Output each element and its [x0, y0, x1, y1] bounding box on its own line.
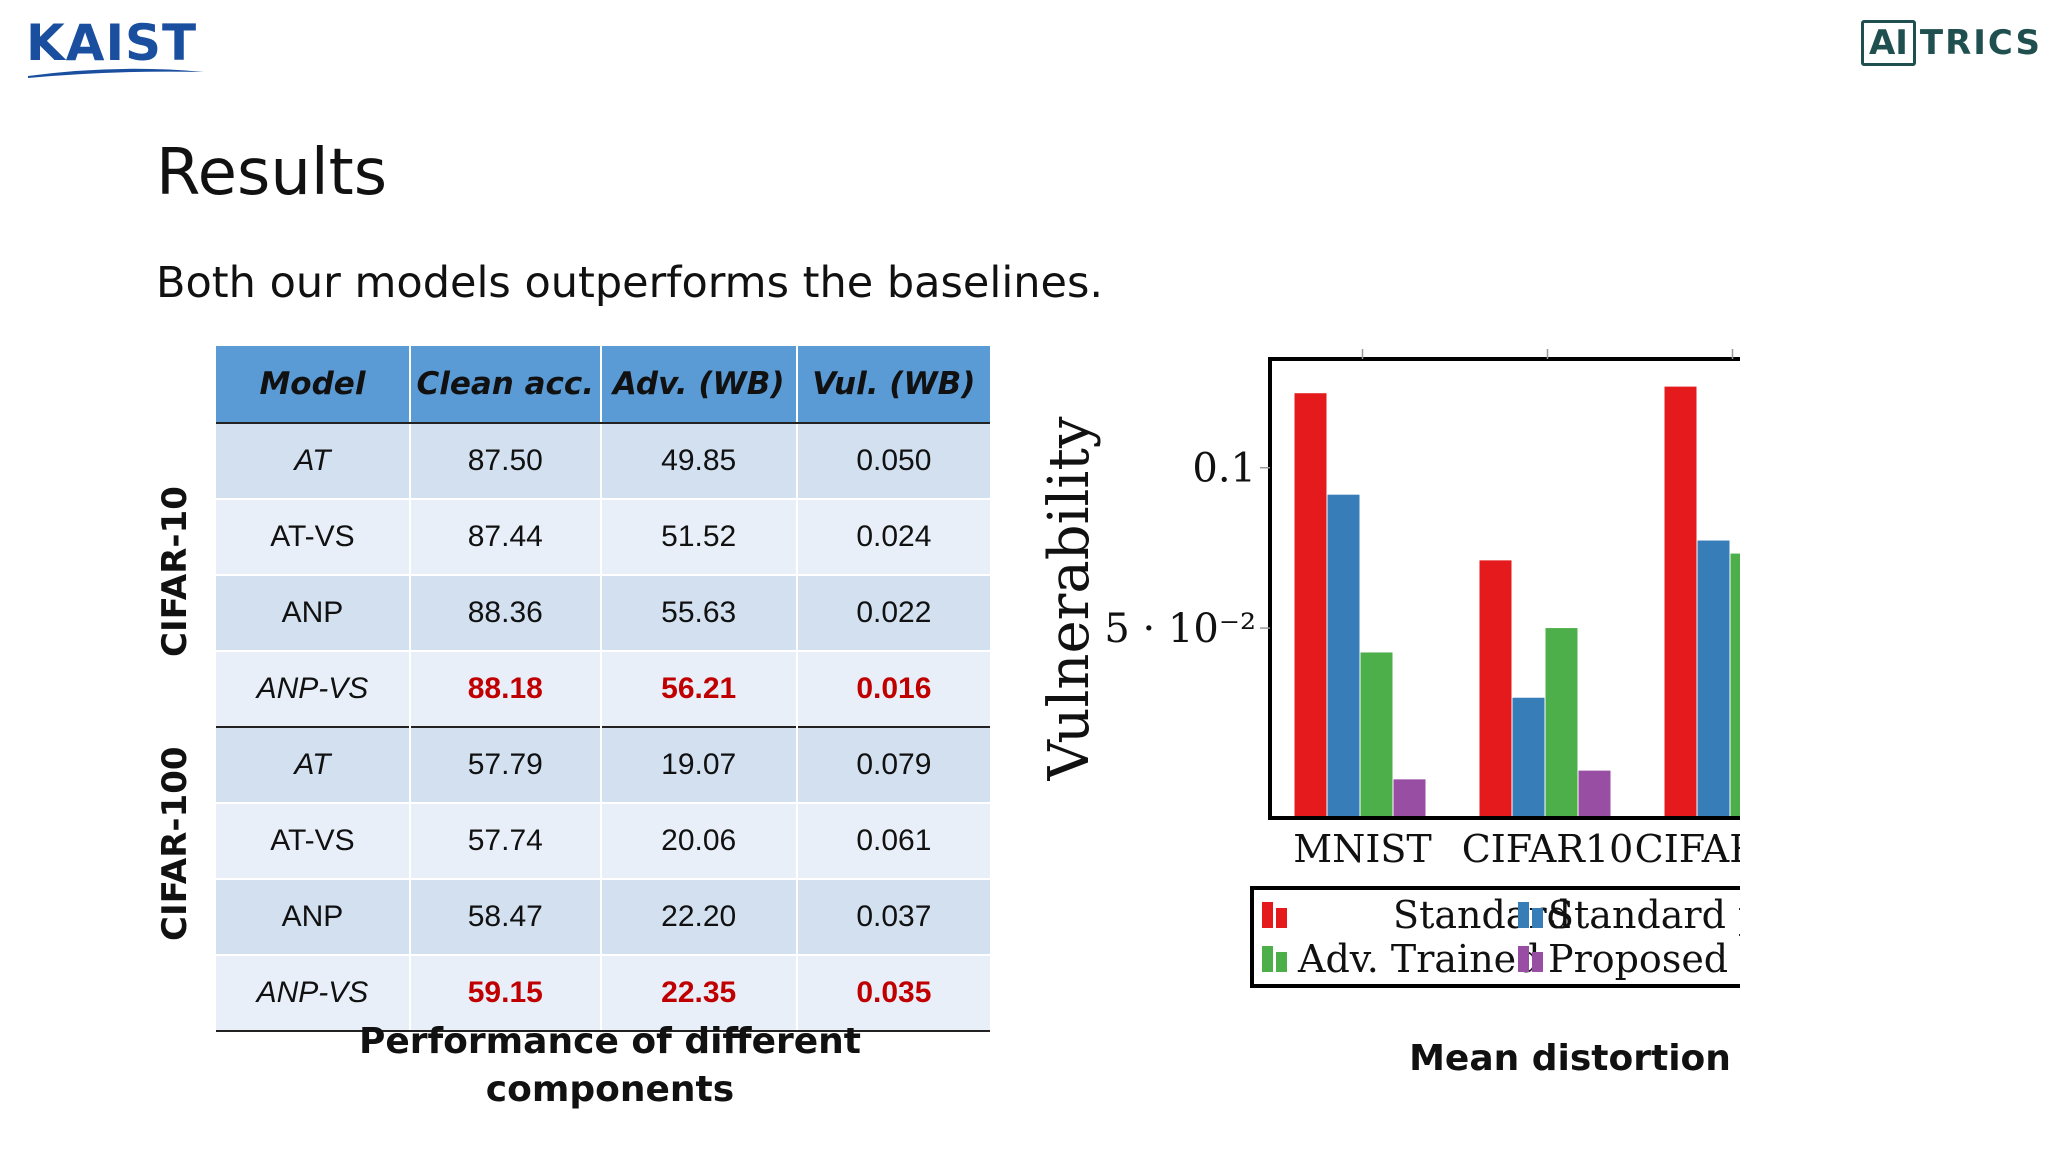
legend-box	[1250, 886, 1740, 988]
x-tick-label-cifar100: CIFAR100	[1635, 827, 1740, 871]
table-row: AT 57.79 19.07 0.079	[216, 726, 990, 803]
legend-swatch-adv-trained	[1276, 952, 1287, 972]
table-row: ANP 88.36 55.63 0.022	[216, 574, 990, 651]
cell-model: ANP	[216, 574, 411, 651]
legend-swatch-standard-pruning	[1532, 908, 1543, 928]
cell-clean: 88.18	[409, 650, 602, 727]
kaist-logo: KAIST	[26, 14, 206, 80]
bar-adv-trained-cifar10	[1545, 628, 1578, 818]
cell-model: AT-VS	[216, 498, 411, 575]
group-label-cifar100: CIFAR-100	[155, 746, 195, 941]
legend-label-standard: Standard	[1393, 893, 1571, 937]
cell-vul: 0.016	[796, 650, 990, 727]
cell-vul: 0.037	[796, 878, 990, 955]
vulnerability-bar-chart: MNIST CIFAR10CIFAR100 5 · 10⁻² 0.1 Vulnerabi…	[1037, 349, 1740, 988]
table-caption: Performance of different components	[300, 1018, 920, 1114]
cell-vul: 0.050	[796, 422, 990, 499]
legend-swatch-standard	[1262, 902, 1273, 928]
cell-model: ANP-VS	[216, 954, 411, 1032]
cell-adv: 22.20	[600, 878, 798, 955]
header-vul-wb: Vul. (WB)	[796, 346, 990, 424]
cell-clean: 87.50	[409, 422, 602, 499]
header-clean-acc: Clean acc.	[409, 346, 602, 424]
legend-label-standard-pruning: Standard pruning	[1548, 893, 1740, 937]
kaist-logo-text: KAIST	[26, 14, 198, 72]
cell-model: ANP	[216, 878, 411, 955]
cell-clean: 58.47	[409, 878, 602, 955]
cell-adv: 22.35	[600, 954, 798, 1032]
cell-adv: 20.06	[600, 802, 798, 879]
cell-model: AT	[216, 422, 411, 499]
results-table: Model Clean acc. Adv. (WB) Vul. (WB) AT …	[216, 346, 990, 1032]
table-row: ANP-VS 59.15 22.35 0.035	[216, 954, 990, 1032]
bar-proposed-method-mnist	[1393, 779, 1426, 818]
cell-vul: 0.079	[796, 726, 990, 803]
cell-model: ANP-VS	[216, 650, 411, 727]
y-tick-label: 5 · 10⁻²	[1104, 606, 1256, 652]
cell-adv: 55.63	[600, 574, 798, 651]
legend-swatch-standard-pruning	[1518, 902, 1529, 928]
bar-adv-trained-mnist	[1360, 652, 1393, 818]
table-caption-line2: components	[485, 1069, 735, 1110]
legend-label-proposed-method: Proposed method	[1548, 937, 1740, 981]
y-axis-label: Vulnerability	[1037, 416, 1102, 781]
bar-standard-mnist	[1294, 393, 1327, 818]
bar-standard-cifar100	[1664, 386, 1697, 818]
legend-swatch-standard	[1276, 908, 1287, 928]
cell-model: AT	[216, 726, 411, 803]
table-row: AT-VS 57.74 20.06 0.061	[216, 802, 990, 879]
x-tick-label-mnist: MNIST	[1293, 827, 1432, 871]
group-label-cifar10: CIFAR-10	[155, 486, 195, 657]
chart-caption: Mean distortion	[1409, 1038, 1731, 1079]
slide-title: Results	[156, 136, 388, 210]
kaist-swoosh-icon	[28, 68, 204, 78]
legend-label-adv-trained: Adv. Trained	[1297, 937, 1541, 981]
table-row: ANP 58.47 22.20 0.037	[216, 878, 990, 955]
cell-adv: 56.21	[600, 650, 798, 727]
cell-vul: 0.035	[796, 954, 990, 1032]
aitrics-logo-box: AI	[1860, 20, 1916, 66]
cell-model: AT-VS	[216, 802, 411, 879]
legend-swatch-proposed-method	[1532, 952, 1543, 972]
table-header-row: Model Clean acc. Adv. (WB) Vul. (WB)	[216, 346, 990, 424]
bar-standard-pruning-mnist	[1327, 494, 1360, 818]
aitrics-logo: AI TRICS	[1860, 20, 2042, 66]
header-model: Model	[216, 346, 411, 424]
cell-clean: 57.74	[409, 802, 602, 879]
cell-vul: 0.061	[796, 802, 990, 879]
cell-clean: 88.36	[409, 574, 602, 651]
bar-proposed-method-cifar10	[1578, 770, 1611, 818]
x-tick-label-cifar10: CIFAR10	[1462, 827, 1634, 871]
bar-standard-pruning-cifar10	[1512, 697, 1545, 818]
cell-clean: 87.44	[409, 498, 602, 575]
table-caption-line1: Performance of different	[358, 1021, 862, 1062]
cell-vul: 0.022	[796, 574, 990, 651]
cell-clean: 57.79	[409, 726, 602, 803]
legend-swatch-proposed-method	[1518, 946, 1529, 972]
y-tick-label: 0.1	[1192, 446, 1256, 492]
slide-subtitle: Both our models outperforms the baseline…	[156, 258, 1104, 308]
cell-adv: 19.07	[600, 726, 798, 803]
cell-vul: 0.024	[796, 498, 990, 575]
cell-adv: 51.52	[600, 498, 798, 575]
cell-adv: 49.85	[600, 422, 798, 499]
cell-clean: 59.15	[409, 954, 602, 1032]
bar-standard-pruning-cifar100	[1697, 540, 1730, 818]
bar-adv-trained-cifar100	[1730, 553, 1740, 818]
table-row: AT-VS 87.44 51.52 0.024	[216, 498, 990, 575]
bar-standard-cifar10	[1479, 560, 1512, 818]
table-row: ANP-VS 88.18 56.21 0.016	[216, 650, 990, 727]
table-row: AT 87.50 49.85 0.050	[216, 422, 990, 499]
legend-swatch-adv-trained	[1262, 946, 1273, 972]
header-adv-wb: Adv. (WB)	[600, 346, 798, 424]
aitrics-logo-text: TRICS	[1919, 23, 2042, 63]
